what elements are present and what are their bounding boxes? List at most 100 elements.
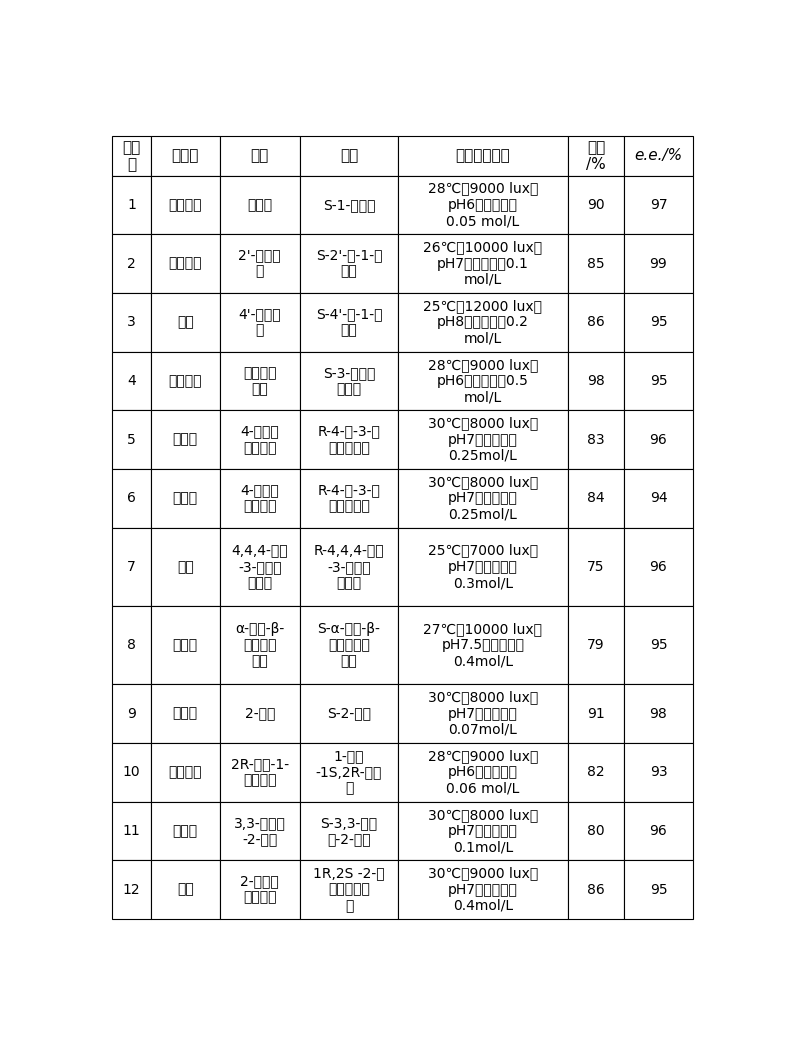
Bar: [300, 469, 398, 528]
Text: 30℃、8000 lux、
pH7、底物浓度
0.1mol/L: 30℃、8000 lux、 pH7、底物浓度 0.1mol/L: [428, 808, 538, 854]
Bar: [398, 352, 568, 411]
Bar: [300, 802, 398, 861]
Text: 4-氯乙酰
乙酸甲酯: 4-氯乙酰 乙酸甲酯: [240, 483, 279, 513]
Bar: [624, 528, 693, 606]
Text: 83: 83: [587, 432, 605, 447]
Bar: [151, 742, 219, 802]
Text: 斜生栅藻: 斜生栅藻: [169, 256, 202, 271]
Bar: [624, 352, 693, 411]
Bar: [624, 742, 693, 802]
Bar: [112, 684, 151, 742]
Text: 实施
例: 实施 例: [122, 140, 141, 172]
Bar: [300, 175, 398, 234]
Text: 30℃、8000 lux、
pH7、底物浓度
0.07mol/L: 30℃、8000 lux、 pH7、底物浓度 0.07mol/L: [428, 691, 538, 736]
Text: 1-苯基
-1S,2R-丙二
醇: 1-苯基 -1S,2R-丙二 醇: [316, 749, 382, 795]
Bar: [568, 175, 624, 234]
Bar: [398, 137, 568, 175]
Bar: [112, 469, 151, 528]
Text: 90: 90: [587, 198, 605, 212]
Text: 盐藻: 盐藻: [177, 315, 194, 330]
Text: 4: 4: [127, 374, 136, 388]
Text: S-α-甲基-β-
羟基基丁酸
甲酯: S-α-甲基-β- 羟基基丁酸 甲酯: [318, 622, 381, 668]
Bar: [219, 606, 300, 684]
Bar: [219, 175, 300, 234]
Bar: [300, 137, 398, 175]
Text: R-4,4,4-三氯
-3-羟基丁
酸乙酯: R-4,4,4-三氯 -3-羟基丁 酸乙酯: [314, 543, 384, 590]
Bar: [112, 292, 151, 352]
Text: 底物: 底物: [250, 148, 269, 164]
Bar: [151, 137, 219, 175]
Bar: [568, 684, 624, 742]
Bar: [398, 175, 568, 234]
Text: 25℃、12000 lux、
pH8、底物浓度0.2
mol/L: 25℃、12000 lux、 pH8、底物浓度0.2 mol/L: [423, 299, 542, 345]
Text: 斜生栅藻: 斜生栅藻: [169, 374, 202, 388]
Text: 6: 6: [127, 492, 136, 505]
Text: S-2'-氯-1-苯
乙醇: S-2'-氯-1-苯 乙醇: [316, 249, 382, 279]
Text: S-3-羟基丁
酸乙酯: S-3-羟基丁 酸乙酯: [323, 366, 375, 396]
Bar: [624, 411, 693, 469]
Text: 86: 86: [587, 315, 605, 330]
Bar: [219, 234, 300, 292]
Text: 28℃、9000 lux、
pH6、底物浓度
0.05 mol/L: 28℃、9000 lux、 pH6、底物浓度 0.05 mol/L: [428, 181, 538, 228]
Text: 26℃、10000 lux、
pH7、底物浓度0.1
mol/L: 26℃、10000 lux、 pH7、底物浓度0.1 mol/L: [423, 241, 542, 287]
Text: α-甲基-β-
羰基丁酸
甲酯: α-甲基-β- 羰基丁酸 甲酯: [235, 622, 284, 668]
Bar: [219, 137, 300, 175]
Text: 2: 2: [127, 256, 136, 271]
Text: 2R-羟苯-1-
苯基丙酮: 2R-羟苯-1- 苯基丙酮: [230, 757, 289, 787]
Text: 收率
/%: 收率 /%: [586, 140, 606, 172]
Text: 80: 80: [587, 824, 605, 838]
Bar: [568, 411, 624, 469]
Bar: [112, 411, 151, 469]
Bar: [568, 861, 624, 919]
Text: 扁藻: 扁藻: [177, 560, 194, 573]
Text: 苯乙酮: 苯乙酮: [247, 198, 272, 212]
Bar: [112, 352, 151, 411]
Text: 4,4,4-三氯
-3-羰基丁
酸乙酯: 4,4,4-三氯 -3-羰基丁 酸乙酯: [231, 543, 288, 590]
Bar: [568, 528, 624, 606]
Bar: [151, 411, 219, 469]
Text: 30℃、9000 lux、
pH7、底物浓度
0.4mol/L: 30℃、9000 lux、 pH7、底物浓度 0.4mol/L: [428, 866, 538, 913]
Bar: [300, 684, 398, 742]
Text: 产物: 产物: [340, 148, 358, 164]
Bar: [219, 742, 300, 802]
Bar: [398, 411, 568, 469]
Bar: [112, 606, 151, 684]
Bar: [219, 802, 300, 861]
Text: 1: 1: [127, 198, 136, 212]
Bar: [219, 861, 300, 919]
Bar: [398, 861, 568, 919]
Bar: [151, 469, 219, 528]
Text: S-4'-氯-1-苯
乙醇: S-4'-氯-1-苯 乙醇: [316, 307, 382, 337]
Text: R-4-氯-3-羟
基丁酸甲酯: R-4-氯-3-羟 基丁酸甲酯: [318, 483, 381, 513]
Bar: [300, 528, 398, 606]
Text: 79: 79: [587, 638, 605, 652]
Bar: [112, 234, 151, 292]
Text: 光驱催化条件: 光驱催化条件: [455, 148, 510, 164]
Text: 27℃、10000 lux、
pH7.5、底物浓度
0.4mol/L: 27℃、10000 lux、 pH7.5、底物浓度 0.4mol/L: [423, 622, 542, 668]
Text: 98: 98: [587, 374, 605, 388]
Text: 95: 95: [650, 315, 667, 330]
Bar: [219, 528, 300, 606]
Bar: [112, 137, 151, 175]
Text: 95: 95: [650, 882, 667, 897]
Bar: [151, 802, 219, 861]
Text: 乙酰乙酸
乙酯: 乙酰乙酸 乙酯: [243, 366, 277, 396]
Text: 4'-氯苯乙
酮: 4'-氯苯乙 酮: [238, 307, 281, 337]
Bar: [568, 234, 624, 292]
Text: 小球藻: 小球藻: [173, 824, 198, 838]
Bar: [624, 469, 693, 528]
Text: 衣藻: 衣藻: [177, 882, 194, 897]
Bar: [624, 137, 693, 175]
Text: 75: 75: [587, 560, 605, 573]
Text: 86: 86: [587, 882, 605, 897]
Text: 7: 7: [127, 560, 136, 573]
Bar: [300, 234, 398, 292]
Bar: [300, 352, 398, 411]
Text: 2-辛酮: 2-辛酮: [245, 706, 275, 721]
Text: 28℃、9000 lux、
pH6、底物浓度0.5
mol/L: 28℃、9000 lux、 pH6、底物浓度0.5 mol/L: [428, 358, 538, 404]
Bar: [624, 802, 693, 861]
Bar: [151, 528, 219, 606]
Text: 催化剂: 催化剂: [172, 148, 199, 164]
Text: S-1-苯乙醇: S-1-苯乙醇: [322, 198, 375, 212]
Bar: [300, 411, 398, 469]
